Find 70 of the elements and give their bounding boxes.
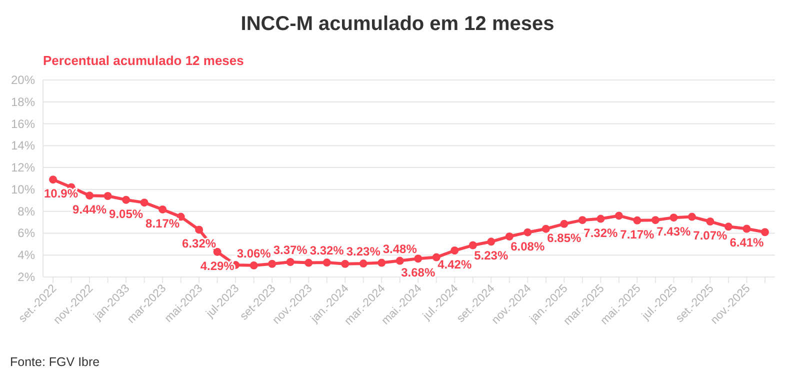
point <box>250 261 258 270</box>
point <box>49 176 58 184</box>
point <box>633 216 642 224</box>
point <box>414 254 422 263</box>
point <box>487 238 496 246</box>
y-tick-label: 18% <box>10 94 36 109</box>
y-tick-label: 6% <box>18 226 36 240</box>
point <box>213 248 222 256</box>
data-label: 7.43% <box>656 224 692 239</box>
point <box>450 246 459 255</box>
point <box>688 212 696 221</box>
point <box>268 260 276 268</box>
source-note: Fonte: FGV Ibre <box>10 355 100 369</box>
chart-title: INCC-M acumulado em 12 meses <box>240 13 554 35</box>
point <box>122 196 130 204</box>
data-label: 9.44% <box>72 202 107 217</box>
data-label: 7.17% <box>620 227 655 242</box>
data-label: 7.32% <box>584 226 618 240</box>
point <box>505 232 514 241</box>
point <box>614 212 623 220</box>
point <box>578 216 586 224</box>
point <box>651 216 660 224</box>
point <box>140 198 148 207</box>
point <box>286 258 294 266</box>
data-label: 7.07% <box>693 228 728 243</box>
data-label: 3.48% <box>382 242 418 256</box>
point <box>706 218 714 226</box>
point <box>560 220 568 228</box>
y-tick-label: 8% <box>18 204 36 218</box>
data-label: 6.85% <box>547 230 582 245</box>
data-label: 6.41% <box>730 236 764 250</box>
data-label: 3.23% <box>346 244 381 259</box>
point <box>524 228 532 236</box>
y-tick-label: 4% <box>18 248 36 262</box>
y-tick-label: 12% <box>10 160 36 175</box>
data-label: 5.23% <box>474 248 508 263</box>
point <box>432 253 440 262</box>
data-label: 4.29% <box>200 258 235 273</box>
point <box>158 205 167 214</box>
chart-subtitle: Percentual acumulado 12 meses <box>43 53 244 68</box>
point <box>322 258 331 267</box>
y-tick-label: 10% <box>10 182 36 196</box>
point <box>742 224 751 233</box>
point <box>468 241 477 250</box>
point <box>542 224 550 233</box>
data-label: 3.32% <box>310 244 344 258</box>
point <box>341 260 350 268</box>
data-label: 10.9% <box>44 186 78 201</box>
point <box>670 214 678 222</box>
point <box>596 214 605 223</box>
data-label: 3.68% <box>401 266 436 280</box>
y-tick-label: 2% <box>18 270 36 284</box>
data-label: 9.05% <box>109 206 144 221</box>
y-tick-label: 20% <box>10 73 36 87</box>
point <box>104 192 112 200</box>
data-label: 3.06% <box>236 246 272 260</box>
point <box>359 260 368 268</box>
data-label: 3.37% <box>273 243 308 258</box>
point <box>724 222 732 231</box>
point <box>86 192 94 200</box>
point <box>304 258 313 267</box>
data-label: 8.17% <box>146 216 180 230</box>
point <box>195 226 204 234</box>
point <box>378 258 386 267</box>
data-label: 6.08% <box>510 239 545 254</box>
point <box>396 256 404 265</box>
data-label: 4.42% <box>438 258 472 272</box>
y-tick-label: 14% <box>10 138 36 153</box>
point <box>760 228 769 236</box>
y-tick-label: 16% <box>10 116 36 131</box>
